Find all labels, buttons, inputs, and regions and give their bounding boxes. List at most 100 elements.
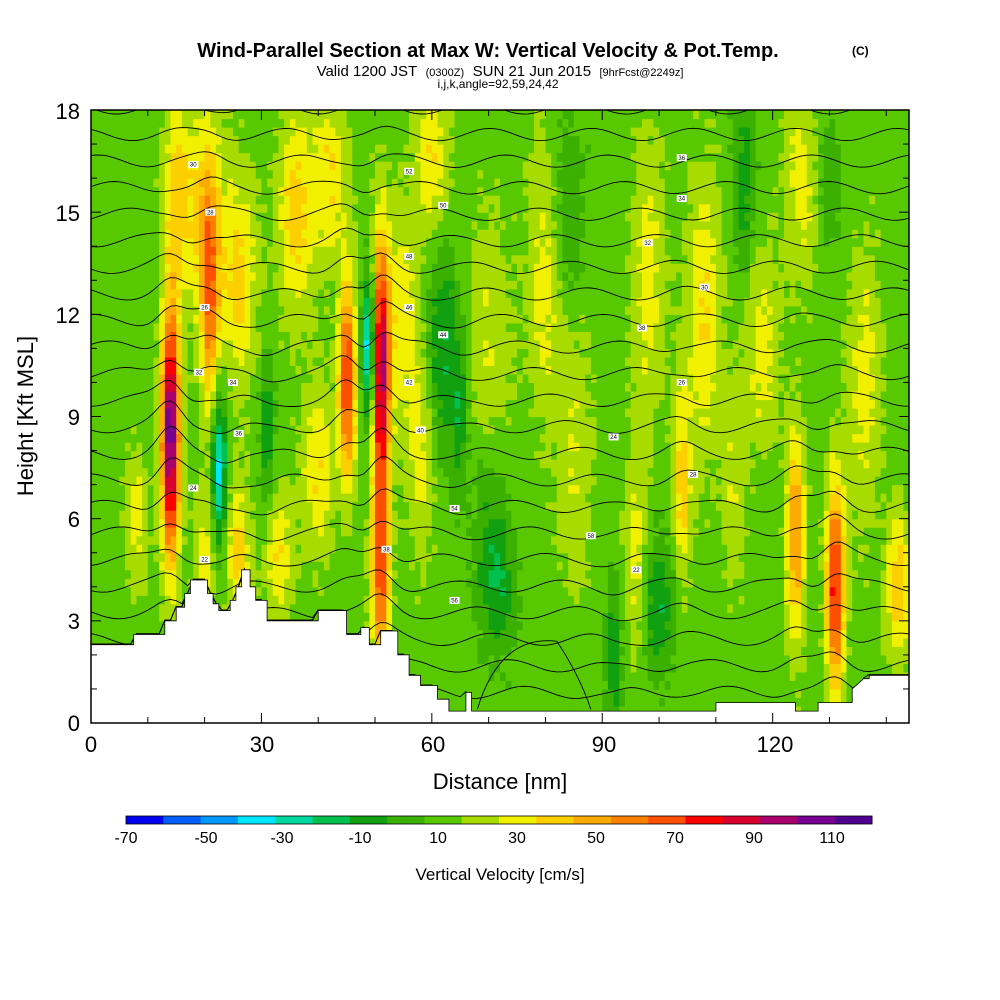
velocity-cell (375, 203, 382, 213)
velocity-cell (420, 501, 427, 511)
velocity-cell (267, 127, 274, 137)
velocity-cell (250, 416, 257, 426)
velocity-cell (221, 450, 228, 460)
velocity-cell (380, 425, 387, 435)
velocity-cell (176, 110, 183, 120)
velocity-cell (386, 348, 393, 358)
velocity-cell (147, 382, 155, 392)
velocity-cell (357, 484, 365, 494)
velocity-cell (443, 254, 450, 264)
velocity-cell (278, 254, 285, 264)
velocity-cell (164, 390, 172, 401)
velocity-cell (221, 382, 228, 392)
velocity-cell (272, 186, 280, 196)
velocity-cell (426, 373, 433, 384)
velocity-cell (233, 331, 240, 341)
velocity-cell (409, 271, 416, 281)
velocity-cell (130, 254, 138, 264)
velocity-cell (125, 127, 132, 137)
velocity-cell (250, 263, 257, 273)
velocity-cell (164, 586, 172, 596)
velocity-cell (221, 535, 228, 545)
velocity-cell (477, 178, 484, 188)
velocity-cell (460, 203, 467, 213)
velocity-cell (295, 569, 302, 579)
velocity-cell (306, 339, 314, 349)
velocity-cell (244, 510, 251, 520)
velocity-cell (136, 263, 143, 273)
velocity-cell (278, 237, 285, 247)
velocity-cell (312, 288, 319, 298)
velocity-cell (471, 671, 478, 682)
velocity-cell (465, 356, 473, 367)
velocity-cell (278, 510, 285, 520)
velocity-cell (369, 314, 376, 324)
velocity-cell (295, 416, 302, 426)
velocity-cell (301, 373, 308, 384)
velocity-cell (142, 544, 149, 554)
velocity-cell (352, 135, 359, 145)
velocity-cell (108, 433, 115, 443)
velocity-cell (323, 331, 331, 341)
velocity-cell (482, 705, 490, 716)
velocity-cell (375, 339, 382, 349)
velocity-cell (96, 629, 103, 639)
velocity-cell (250, 186, 257, 196)
velocity-cell (465, 578, 473, 588)
velocity-cell (409, 544, 416, 554)
velocity-cell (193, 280, 200, 290)
velocity-cell (119, 620, 126, 630)
velocity-cell (426, 416, 433, 426)
velocity-cell (176, 195, 183, 205)
velocity-cell (272, 297, 280, 307)
velocity-cell (403, 484, 410, 494)
velocity-cell (91, 518, 98, 528)
velocity-cell (392, 356, 399, 367)
velocity-cell (465, 561, 473, 571)
velocity-cell (397, 416, 405, 426)
velocity-cell (136, 586, 143, 596)
velocity-cell (369, 110, 376, 120)
velocity-cell (125, 118, 132, 128)
velocity-cell (329, 322, 336, 332)
velocity-cell (278, 246, 285, 256)
velocity-cell (176, 237, 183, 247)
velocity-cell (431, 161, 439, 171)
velocity-cell (346, 373, 353, 384)
velocity-cell (471, 390, 478, 401)
velocity-cell (357, 442, 365, 452)
velocity-cell (238, 552, 245, 562)
velocity-cell (238, 280, 245, 290)
velocity-cell (471, 203, 478, 213)
velocity-cell (471, 459, 478, 469)
velocity-cell (437, 288, 444, 298)
velocity-cell (250, 220, 257, 230)
velocity-cell (278, 433, 285, 443)
velocity-cell (369, 161, 376, 171)
velocity-cell (392, 535, 399, 545)
velocity-cell (295, 365, 302, 375)
velocity-cell (238, 450, 245, 460)
velocity-cell (261, 314, 268, 324)
velocity-cell (102, 518, 109, 528)
velocity-cell (443, 595, 450, 605)
velocity-cell (164, 544, 172, 554)
velocity-cell (142, 416, 149, 426)
velocity-cell (233, 186, 240, 196)
velocity-cell (392, 152, 399, 162)
velocity-cell (130, 246, 138, 256)
velocity-cell (448, 195, 456, 205)
velocity-cell (238, 348, 245, 358)
velocity-cell (335, 169, 342, 179)
velocity-cell (272, 544, 280, 554)
velocity-cell (426, 169, 433, 179)
velocity-cell (108, 322, 115, 332)
velocity-cell (357, 127, 365, 137)
velocity-cell (409, 356, 416, 367)
velocity-cell (102, 348, 109, 358)
velocity-cell (363, 110, 370, 120)
velocity-cell (119, 288, 126, 298)
velocity-cell (465, 331, 473, 341)
velocity-cell (176, 152, 183, 162)
velocity-cell (193, 271, 200, 281)
